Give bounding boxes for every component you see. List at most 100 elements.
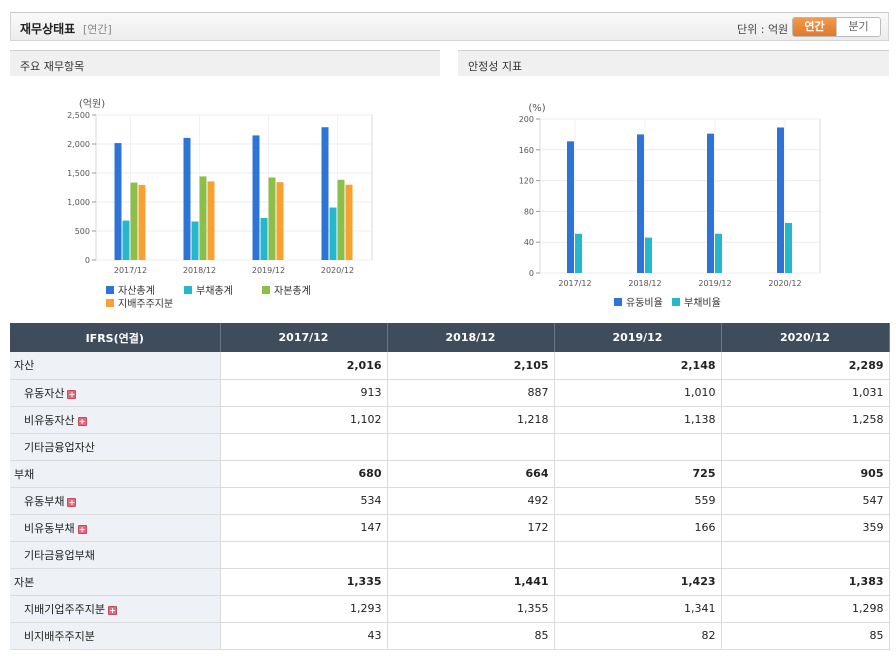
value-cell: 1,298 (721, 595, 890, 623)
legend-label: 자본총계 (274, 285, 311, 297)
value-cell: 905 (721, 460, 890, 488)
value-cell: 559 (554, 487, 722, 515)
tab-quarterly[interactable]: 분기 (836, 18, 880, 36)
row-label: 유동부채 (24, 494, 65, 508)
row-label: 기타금융업자산 (24, 440, 95, 454)
financial-items-chart: (억원) 0 500 1,000 1,500 2,000 2,500 2017/12 2018/… (67, 98, 373, 310)
legend-swatch (672, 298, 680, 306)
bar-부채총계 (191, 221, 199, 260)
y-tick-label: 1,500 (67, 169, 90, 178)
value-cell: 492 (387, 487, 555, 515)
row-label-cell: 비지배주주지분 (10, 622, 221, 650)
value-cell: 1,258 (721, 406, 890, 434)
value-cell: 2,016 (220, 352, 388, 380)
table-row: 기타금융업부채 (10, 541, 890, 569)
table-row: 부채 680 664 725 905 (10, 460, 890, 488)
row-label: 비유동자산 (24, 413, 75, 427)
value-cell (220, 433, 388, 461)
table-row: 기타금융업자산 (10, 433, 890, 461)
table-row: 지배기업주주지분 +1,293 1,355 1,341 1,298 (10, 595, 890, 623)
legend-label: 부채비율 (684, 297, 721, 309)
x-tick-label: 2019/12 (252, 266, 285, 275)
legend-label: 자산총계 (118, 285, 155, 297)
value-cell (554, 433, 722, 461)
legend-label: 부채총계 (196, 285, 233, 297)
stability-chart: (%) 0 40 80 120 160 200 2017/12 2018/12 2019/12 20… (519, 103, 821, 309)
bar-부채총계 (122, 220, 130, 260)
bar-유동비율 (637, 134, 644, 273)
value-cell: 2,105 (387, 352, 555, 380)
bar-부채총계 (260, 217, 268, 260)
value-cell: 1,010 (554, 379, 722, 407)
row-label: 자산 (14, 359, 35, 373)
expand-plus-icon[interactable]: + (107, 605, 117, 615)
tab-annual[interactable]: 연간 (793, 18, 836, 36)
expand-plus-icon[interactable]: + (67, 497, 77, 507)
value-cell (721, 541, 890, 569)
value-cell: 1,341 (554, 595, 722, 623)
legend-swatch (262, 286, 270, 294)
value-cell: 534 (220, 487, 388, 515)
legend-label: 유동비율 (626, 297, 663, 309)
value-cell: 1,383 (721, 568, 890, 596)
value-cell: 725 (554, 460, 722, 488)
row-label-cell: 부채 (10, 460, 221, 488)
value-cell (387, 433, 555, 461)
x-tick-label: 2019/12 (698, 279, 731, 288)
period-subtitle: [연간] (83, 23, 112, 36)
value-cell (387, 541, 555, 569)
x-tick-label: 2017/12 (114, 266, 147, 275)
value-cell: 1,441 (387, 568, 555, 596)
bar-자본총계 (337, 179, 345, 260)
y-tick-label: 1,000 (67, 198, 90, 207)
y-tick-label: 0 (85, 256, 90, 265)
table-row: 유동자산 +913 887 1,010 1,031 (10, 379, 890, 407)
legend-swatch (184, 286, 192, 294)
expand-plus-icon[interactable]: + (67, 389, 77, 399)
row-label: 비지배주주지분 (24, 629, 95, 643)
y-tick-label: 2,000 (67, 140, 90, 149)
row-label-cell[interactable]: 유동자산 + (10, 379, 221, 407)
bar-부채총계 (329, 207, 337, 260)
value-cell: 166 (554, 514, 722, 542)
bar-지배주주지분 (138, 185, 146, 260)
row-label-cell[interactable]: 비유동자산 + (10, 406, 221, 434)
bar-지배주주지분 (345, 184, 353, 260)
right-panel-title: 안정성 지표 (468, 60, 523, 73)
header-2019: 2019/12 (554, 323, 722, 352)
y-axis-label: (억원) (79, 98, 105, 110)
value-cell: 85 (721, 622, 890, 650)
expand-plus-icon[interactable]: + (77, 524, 87, 534)
value-cell: 680 (220, 460, 388, 488)
value-cell: 547 (721, 487, 890, 515)
bar-자산총계 (252, 135, 260, 260)
value-cell: 1,218 (387, 406, 555, 434)
value-cell: 172 (387, 514, 555, 542)
x-tick-label: 2018/12 (183, 266, 216, 275)
legend-swatch (106, 299, 114, 307)
bar-유동비율 (567, 141, 574, 273)
x-tick-label: 2018/12 (628, 279, 661, 288)
value-cell: 2,289 (721, 352, 890, 380)
y-tick-label: 500 (75, 227, 90, 236)
expand-plus-icon[interactable]: + (77, 416, 87, 426)
bar-자본총계 (199, 176, 207, 260)
value-cell (554, 541, 722, 569)
bar-부채비율 (715, 233, 722, 273)
y-tick-label: 160 (519, 146, 534, 155)
bar-자산총계 (321, 127, 329, 260)
table-row: 비지배주주지분 43 85 82 85 (10, 622, 890, 650)
row-label-cell: 기타금융업부채 (10, 541, 221, 569)
legend-swatch (106, 286, 114, 294)
row-label-cell[interactable]: 지배기업주주지분 + (10, 595, 221, 623)
bar-유동비율 (777, 127, 784, 273)
bar-부채비율 (785, 222, 792, 273)
row-label-cell: 기타금융업자산 (10, 433, 221, 461)
row-label-cell[interactable]: 비유동부채 + (10, 514, 221, 542)
table-row: 비유동부채 +147 172 166 359 (10, 514, 890, 542)
header-2018: 2018/12 (387, 323, 555, 352)
bar-유동비율 (707, 133, 714, 273)
row-label: 부채 (14, 467, 35, 481)
header-2017: 2017/12 (220, 323, 388, 352)
row-label-cell[interactable]: 유동부채 + (10, 487, 221, 515)
